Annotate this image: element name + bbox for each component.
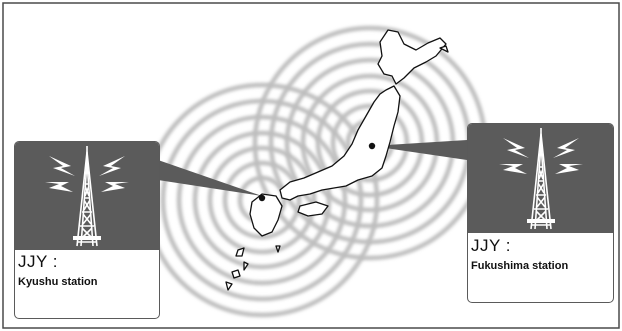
fukushima-tower-panel xyxy=(468,124,613,233)
fukushima-callout-pointer xyxy=(372,140,467,160)
kyushu-island xyxy=(249,193,283,237)
shikoku-island xyxy=(297,201,329,217)
kyushu-station-card: JJY : Kyushu station xyxy=(14,141,160,319)
signal-bolt-icon xyxy=(45,156,129,192)
honshu-island xyxy=(279,85,401,201)
fukushima-name: Fukushima station xyxy=(471,260,569,272)
fukushima-station-dot xyxy=(368,142,376,150)
kyushu-title: JJY : xyxy=(18,252,58,271)
radio-tower-icon xyxy=(499,128,583,230)
fukushima-station-card: JJY : Fukushima station xyxy=(467,123,614,303)
hokkaido-island xyxy=(377,29,447,85)
japan-map xyxy=(225,29,449,291)
kyushu-name: Kyushu station xyxy=(18,276,98,288)
radio-tower-icon xyxy=(45,146,129,247)
signal-bolt-icon xyxy=(499,138,583,174)
fukushima-title: JJY : xyxy=(471,236,511,255)
kyushu-tower-panel xyxy=(15,142,159,250)
kyushu-callout-pointer xyxy=(158,160,262,196)
kyushu-station-dot xyxy=(258,194,266,202)
